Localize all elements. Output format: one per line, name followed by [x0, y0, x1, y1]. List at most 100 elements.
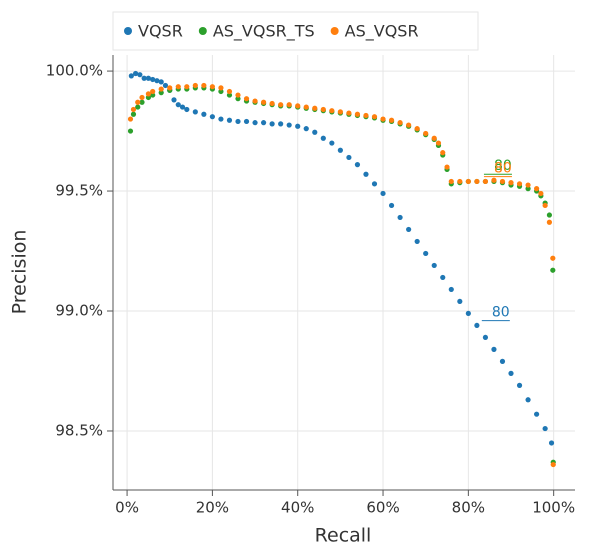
point [440, 274, 446, 281]
x-tick-label: 80% [452, 499, 485, 517]
point [388, 117, 395, 123]
point [397, 214, 403, 221]
point [329, 140, 335, 146]
x-tick-label: 0% [115, 499, 139, 517]
x-tick-label: 40% [281, 499, 314, 517]
point [406, 122, 412, 128]
x-tick-label: 20% [196, 499, 229, 517]
point [499, 358, 506, 364]
point [158, 90, 164, 96]
legend-marker [330, 27, 339, 35]
y-tick-label: 99.5% [55, 182, 103, 200]
point [235, 96, 241, 102]
point [145, 91, 152, 97]
point [127, 116, 134, 122]
point [538, 190, 544, 197]
point [209, 84, 215, 90]
point [435, 140, 442, 146]
point [516, 181, 523, 187]
point [337, 147, 343, 153]
point [158, 79, 164, 85]
legend-label: VQSR [138, 22, 183, 41]
point [550, 267, 556, 273]
point [474, 322, 480, 329]
point [546, 219, 553, 225]
point [548, 440, 555, 446]
point [448, 286, 454, 293]
point [525, 186, 531, 192]
point [546, 212, 553, 218]
legend-label: AS_VQSR [345, 22, 419, 42]
point [278, 121, 284, 127]
annotation: 80 [494, 161, 512, 177]
point [269, 100, 275, 107]
point [431, 262, 437, 269]
point [201, 82, 207, 89]
point [525, 182, 531, 188]
point [303, 126, 309, 132]
point [448, 178, 454, 185]
point [150, 88, 156, 95]
point [150, 76, 156, 83]
point [235, 118, 241, 125]
point [130, 111, 137, 117]
point [550, 461, 556, 468]
point [499, 178, 506, 185]
point [218, 88, 224, 95]
point [440, 150, 446, 156]
point [162, 82, 169, 89]
point [139, 94, 145, 101]
point [534, 186, 540, 192]
point [278, 102, 284, 108]
point [354, 111, 361, 117]
legend-label: AS_VQSR_TS [213, 22, 315, 42]
point [423, 130, 429, 137]
point [260, 99, 267, 105]
point [201, 111, 207, 117]
y-tick-label: 98.5% [55, 421, 103, 439]
legend-marker [124, 27, 132, 35]
point [320, 106, 326, 113]
y-axis-label: Precision [9, 230, 31, 315]
point [286, 122, 292, 128]
point [508, 370, 514, 376]
point [127, 128, 134, 134]
point [542, 425, 548, 432]
point [380, 190, 386, 197]
point [295, 123, 301, 129]
point [226, 117, 233, 123]
point [135, 104, 141, 110]
point [508, 180, 514, 186]
point [414, 126, 420, 132]
point [388, 202, 395, 209]
point [363, 171, 369, 177]
point [423, 250, 429, 257]
point [139, 99, 145, 105]
point [171, 97, 177, 103]
point [192, 109, 198, 115]
point [130, 106, 137, 113]
point [286, 102, 292, 108]
point [260, 120, 267, 126]
point [346, 154, 352, 161]
point [167, 85, 173, 91]
point [465, 178, 471, 185]
point [218, 85, 224, 91]
y-tick-label: 99.0% [55, 302, 103, 320]
point [269, 121, 275, 127]
point [133, 70, 139, 77]
point [354, 162, 361, 168]
legend-box [112, 11, 479, 51]
point [235, 92, 241, 98]
point [337, 109, 343, 115]
point [135, 99, 141, 105]
point [218, 116, 224, 122]
point [137, 72, 143, 78]
point [444, 164, 450, 170]
point [525, 397, 531, 403]
point [175, 84, 181, 90]
x-axis-label: Recall [315, 525, 372, 547]
point [154, 78, 160, 84]
